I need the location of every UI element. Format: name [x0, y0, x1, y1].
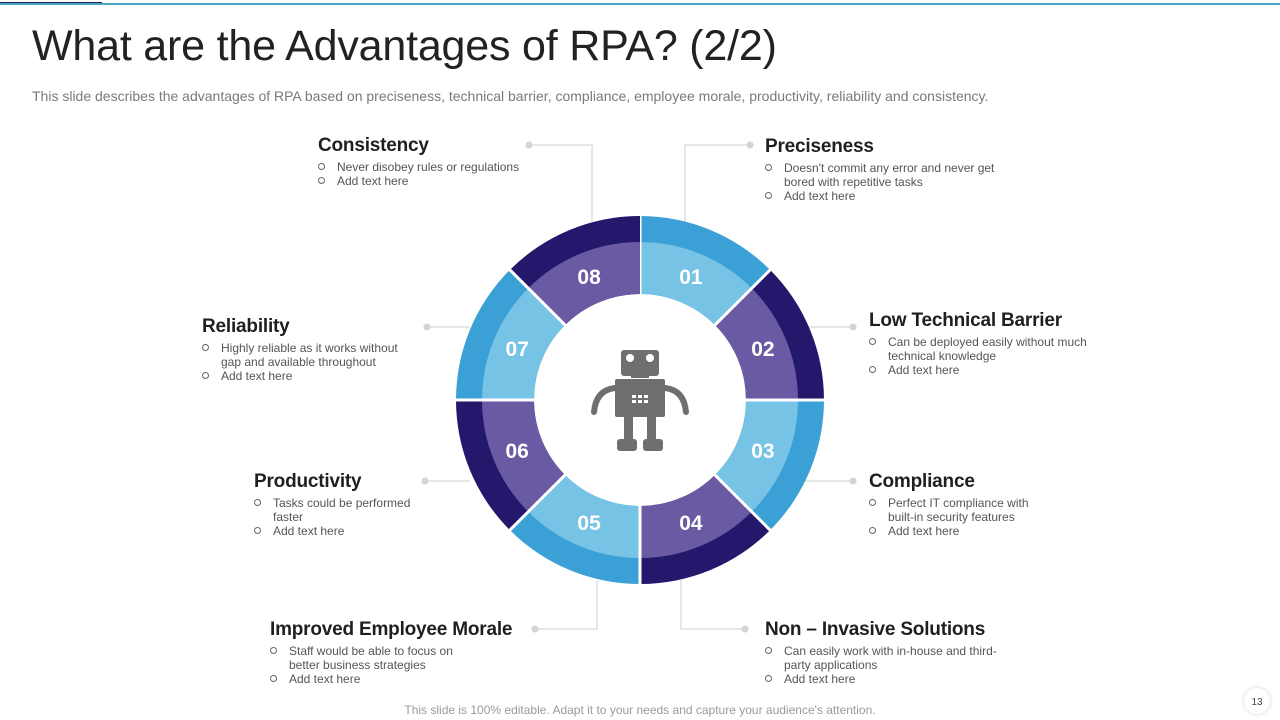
bullet-list: Staff would be able to focus on better b…	[270, 644, 460, 686]
item-title: Compliance	[869, 471, 975, 492]
page-title: What are the Advantages of RPA? (2/2)	[32, 22, 777, 70]
bullet: Never disobey rules or regulations	[318, 160, 548, 174]
connector-04	[680, 580, 745, 630]
ring-segment-03	[714, 400, 824, 531]
segment-number-07: 07	[505, 338, 528, 361]
item-compliance: Compliance Perfect IT compliance with bu…	[869, 471, 1039, 538]
ring-segment-05	[509, 474, 640, 584]
ring-segment-07	[456, 269, 566, 400]
bullet: Tasks could be performed faster	[254, 496, 424, 524]
item-title: Consistency	[318, 135, 429, 156]
item-non-invasive-solutions: Non – Invasive Solutions Can easily work…	[765, 619, 1005, 686]
bullet-list: Can easily work with in-house and third-…	[765, 644, 1005, 686]
segment-number-01: 01	[679, 266, 703, 289]
segment-number-05: 05	[577, 512, 601, 535]
ring-segment-02	[714, 269, 824, 400]
connector-dot-05	[531, 625, 539, 633]
connector-dot-07	[423, 323, 431, 331]
item-preciseness: Preciseness Doesn't commit any error and…	[765, 136, 1010, 203]
segment-divider	[712, 267, 773, 328]
connector-01	[684, 144, 750, 222]
bullet: Add text here	[765, 672, 1005, 686]
bullet: Can be deployed easily without much tech…	[869, 335, 1099, 363]
ring-segment-08	[509, 216, 640, 326]
bullet-list: Never disobey rules or regulations Add t…	[318, 160, 548, 188]
item-improved-employee-morale: Improved Employee Morale Staff would be …	[270, 619, 530, 686]
item-title: Non – Invasive Solutions	[765, 619, 986, 640]
item-title: Productivity	[254, 471, 362, 492]
connector-dot-02	[849, 323, 857, 331]
bullet-list: Can be deployed easily without much tech…	[869, 335, 1099, 377]
bullet: Add text here	[270, 672, 460, 686]
segment-divider	[712, 472, 773, 533]
bullet: Can easily work with in-house and third-…	[765, 644, 1005, 672]
ring-diagram: 01 02 03 04 05 06 07 08	[454, 214, 826, 586]
segment-number-04: 04	[679, 512, 703, 535]
page-number: 13	[1244, 688, 1270, 714]
ring-segment-01	[640, 216, 771, 326]
bullet: Add text here	[318, 174, 548, 188]
item-title: Reliability	[202, 316, 290, 337]
bullet: Add text here	[765, 189, 1010, 203]
connector-dot-06	[421, 477, 429, 485]
bullet-list: Perfect IT compliance with built-in secu…	[869, 496, 1039, 538]
bullet: Add text here	[202, 369, 407, 383]
robot-icon	[591, 350, 689, 451]
segment-number-03: 03	[751, 440, 774, 463]
segment-divider	[507, 472, 568, 533]
top-rule	[0, 3, 1280, 5]
bullet: Highly reliable as it works without gap …	[202, 341, 407, 369]
page-subtitle: This slide describes the advantages of R…	[32, 88, 989, 104]
item-title: Improved Employee Morale	[270, 619, 513, 640]
bullet-list: Highly reliable as it works without gap …	[202, 341, 407, 383]
item-low-technical-barrier: Low Technical Barrier Can be deployed ea…	[869, 310, 1099, 377]
ring-segment-06	[456, 400, 566, 531]
bullet: Doesn't commit any error and never get b…	[765, 161, 1010, 189]
bullet-list: Tasks could be performed faster Add text…	[254, 496, 424, 538]
footer-note: This slide is 100% editable. Adapt it to…	[404, 703, 876, 717]
item-title: Low Technical Barrier	[869, 310, 1062, 331]
segment-number-08: 08	[577, 266, 601, 289]
connector-dot-04	[741, 625, 749, 633]
connector-dot-03	[849, 477, 857, 485]
bullet: Add text here	[869, 363, 1099, 377]
item-productivity: Productivity Tasks could be performed fa…	[254, 471, 424, 538]
ring-segment-04	[640, 474, 771, 584]
bullet: Staff would be able to focus on better b…	[270, 644, 460, 672]
bullet: Add text here	[254, 524, 424, 538]
connector-08	[529, 144, 593, 222]
item-reliability: Reliability Highly reliable as it works …	[202, 316, 407, 383]
connector-dot-01	[746, 141, 754, 149]
bullet-list: Doesn't commit any error and never get b…	[765, 161, 1010, 203]
bullet: Add text here	[869, 524, 1039, 538]
bullet: Perfect IT compliance with built-in secu…	[869, 496, 1039, 524]
segment-divider	[507, 267, 568, 328]
item-title: Preciseness	[765, 136, 874, 157]
connector-dot-08	[525, 141, 533, 149]
connector-05	[535, 580, 598, 630]
segment-number-02: 02	[751, 338, 774, 361]
segment-number-06: 06	[505, 440, 528, 463]
item-consistency: Consistency Never disobey rules or regul…	[318, 135, 548, 188]
